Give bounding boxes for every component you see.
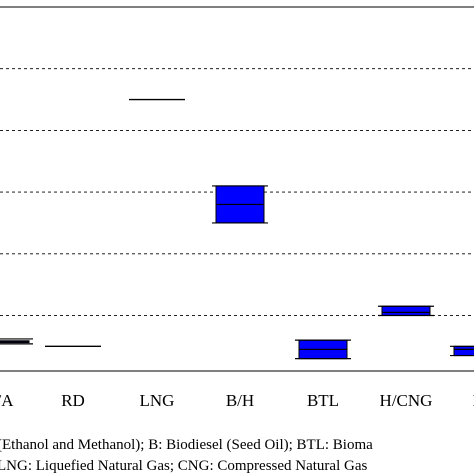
x-tick-label: B/H	[226, 391, 254, 410]
x-tick-label: LNG	[140, 391, 175, 410]
box-b-h	[212, 185, 268, 224]
x-tick-label: BTL	[307, 391, 339, 410]
iqr-box-h-cng	[381, 305, 431, 316]
gridlines	[0, 68, 474, 316]
box-h-cng	[378, 305, 434, 317]
box-series	[0, 98, 474, 360]
x-tick-labels: /A RD LNG B/H BTL H/CNG E	[0, 391, 474, 410]
iqr-box-e	[453, 345, 474, 357]
x-tick-label: RD	[61, 391, 85, 410]
x-tick-label: /A	[0, 391, 14, 410]
box-btl	[295, 339, 351, 360]
x-tick-label: H/CNG	[380, 391, 433, 410]
plot-frame	[0, 6, 474, 372]
box-ng-a	[0, 338, 33, 345]
x-tick-label: E	[473, 391, 474, 410]
box-e	[450, 345, 474, 357]
caption-line-2: LNG: Liquefied Natural Gas; CNG: Compres…	[0, 458, 367, 474]
caption-line-1: (Ethanol and Methanol); B: Biodiesel (Se…	[0, 437, 373, 453]
